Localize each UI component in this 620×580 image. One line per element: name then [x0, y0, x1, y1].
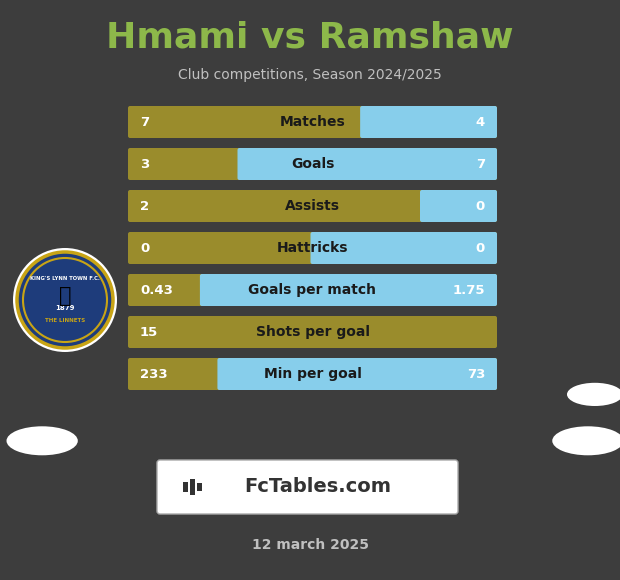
- Text: 1.75: 1.75: [453, 284, 485, 296]
- Text: 0: 0: [476, 241, 485, 255]
- Ellipse shape: [552, 426, 620, 455]
- Text: 7: 7: [140, 115, 149, 129]
- Ellipse shape: [7, 426, 78, 455]
- Text: Hattricks: Hattricks: [277, 241, 348, 255]
- Text: 3: 3: [140, 158, 149, 171]
- Text: KING'S LYNN TOWN F.C.: KING'S LYNN TOWN F.C.: [30, 276, 100, 281]
- FancyBboxPatch shape: [200, 274, 497, 306]
- FancyBboxPatch shape: [360, 106, 497, 138]
- FancyBboxPatch shape: [128, 148, 497, 180]
- Text: 233: 233: [140, 368, 167, 380]
- Text: 🐦: 🐦: [59, 286, 71, 306]
- FancyBboxPatch shape: [311, 232, 497, 264]
- FancyBboxPatch shape: [197, 483, 202, 491]
- Text: 12 march 2025: 12 march 2025: [252, 538, 368, 552]
- Text: 4: 4: [476, 115, 485, 129]
- Text: Club competitions, Season 2024/2025: Club competitions, Season 2024/2025: [178, 68, 442, 82]
- Text: THE LINNETS: THE LINNETS: [45, 317, 85, 322]
- Text: 1879: 1879: [55, 305, 75, 311]
- Text: 0: 0: [476, 200, 485, 212]
- FancyBboxPatch shape: [183, 482, 188, 492]
- Text: 7: 7: [476, 158, 485, 171]
- Circle shape: [17, 252, 113, 348]
- FancyBboxPatch shape: [128, 274, 497, 306]
- FancyBboxPatch shape: [128, 358, 497, 390]
- FancyBboxPatch shape: [420, 190, 497, 222]
- Text: Goals per match: Goals per match: [249, 283, 376, 297]
- Text: 15: 15: [140, 325, 158, 339]
- Text: Assists: Assists: [285, 199, 340, 213]
- Text: Matches: Matches: [280, 115, 345, 129]
- FancyBboxPatch shape: [128, 232, 497, 264]
- Text: 0: 0: [140, 241, 149, 255]
- FancyBboxPatch shape: [128, 316, 497, 348]
- Circle shape: [13, 248, 117, 352]
- FancyBboxPatch shape: [128, 106, 497, 138]
- Text: Goals: Goals: [291, 157, 334, 171]
- Text: 0.43: 0.43: [140, 284, 173, 296]
- FancyBboxPatch shape: [237, 148, 497, 180]
- Text: Shots per goal: Shots per goal: [255, 325, 370, 339]
- FancyBboxPatch shape: [218, 358, 497, 390]
- FancyBboxPatch shape: [157, 460, 458, 514]
- Text: 73: 73: [467, 368, 485, 380]
- FancyBboxPatch shape: [128, 190, 497, 222]
- Text: 2: 2: [140, 200, 149, 212]
- Text: Min per goal: Min per goal: [264, 367, 361, 381]
- Text: FcTables.com: FcTables.com: [244, 477, 391, 496]
- Text: Hmami vs Ramshaw: Hmami vs Ramshaw: [106, 21, 514, 55]
- Ellipse shape: [567, 383, 620, 406]
- FancyBboxPatch shape: [190, 479, 195, 495]
